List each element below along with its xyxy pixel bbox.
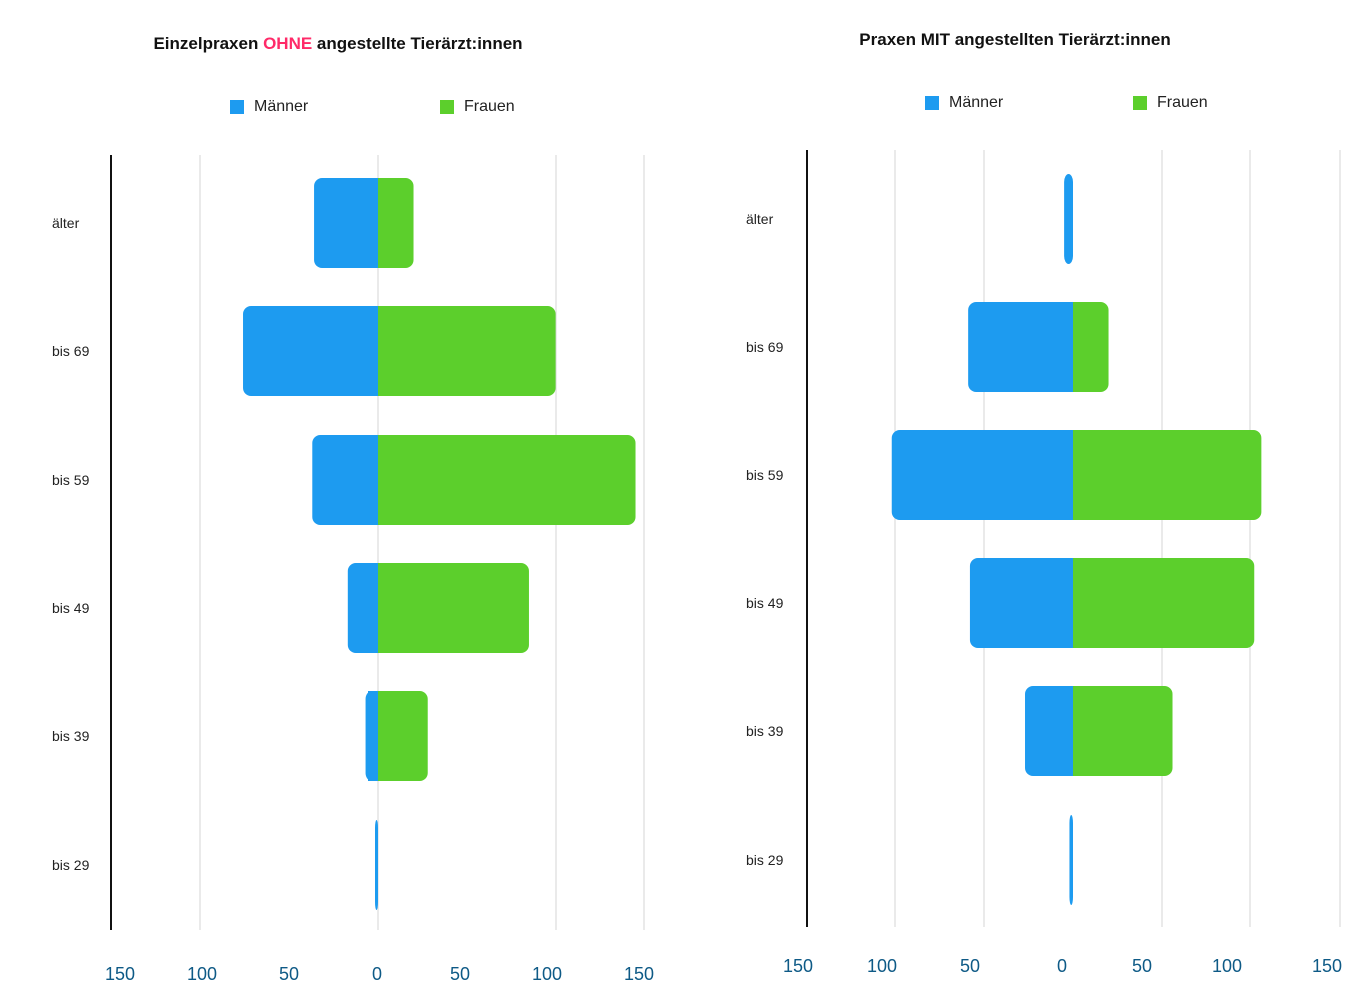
plot-area: älter bis 69 bis 59 bis 49 bis 39 bis 29 150 10…	[52, 155, 654, 983]
bar-frauen-bis-49-inner	[378, 563, 388, 653]
title-part: Einzelpraxen	[153, 34, 264, 53]
bar-frauen-bis-59	[1073, 430, 1262, 520]
bar-maenner-aelter-inner	[368, 178, 378, 268]
x-tick-label: 0	[372, 964, 382, 983]
legend-swatch-frauen	[1133, 96, 1147, 110]
title-part: Praxen MIT angestellten Tierärzt:innen	[859, 30, 1171, 49]
category-label-bis-69: bis 69	[746, 339, 784, 355]
bar-maenner-bis-49-inner	[368, 563, 378, 653]
bar-maenner-bis-39-inner	[368, 691, 378, 781]
bar-frauen-bis-69-inner	[378, 306, 388, 396]
legend-item-maenner: Männer	[925, 94, 1003, 112]
bar-maenner-bis-69	[243, 306, 378, 396]
bar-maenner-bis-59	[891, 430, 1073, 520]
bar-maenner-bis-59-inner	[368, 435, 378, 525]
legend: Männer Frauen	[677, 94, 1353, 122]
legend-item-maenner: Männer	[230, 98, 308, 116]
x-tick-label: 0	[1057, 956, 1067, 976]
bar-maenner-bis-59-inner	[1063, 430, 1073, 520]
legend-swatch-maenner	[230, 100, 244, 114]
x-tick-label: 50	[1132, 956, 1152, 976]
x-tick-label: 100	[187, 964, 217, 983]
bar-frauen-bis-49	[378, 563, 529, 653]
bar-frauen-bis-39	[1073, 686, 1173, 776]
bar-frauen-bis-59-inner	[378, 435, 388, 525]
x-tick-label: 150	[1312, 956, 1342, 976]
x-tick-label: 150	[105, 964, 135, 983]
category-label-bis-39: bis 39	[52, 728, 90, 744]
category-label-bis-49: bis 49	[52, 600, 90, 616]
legend-swatch-frauen	[440, 100, 454, 114]
category-label-bis-59: bis 59	[746, 467, 784, 483]
bar-maenner-aelter	[1064, 174, 1073, 264]
legend-label-frauen: Frauen	[464, 98, 515, 115]
category-label-bis-59: bis 59	[52, 472, 90, 488]
legend-item-frauen: Frauen	[440, 98, 515, 116]
bar-frauen-bis-59-inner	[1073, 430, 1083, 520]
bar-frauen-aelter-inner	[378, 178, 388, 268]
chart-einzelpraxen: Einzelpraxen OHNE angestellte Tierärzt:i…	[0, 0, 676, 983]
bar-maenner-bis-29	[1069, 815, 1073, 905]
bar-frauen-bis-39	[378, 691, 428, 781]
chart-title: Einzelpraxen OHNE angestellte Tierärzt:i…	[0, 34, 676, 54]
bar-maenner-bis-69-inner	[1063, 302, 1073, 392]
bar-frauen-bis-39-inner	[1073, 686, 1083, 776]
x-tick-label: 100	[1212, 956, 1242, 976]
legend-label-frauen: Frauen	[1157, 94, 1208, 111]
x-tick-label: 150	[783, 956, 813, 976]
bar-frauen-bis-59	[378, 435, 636, 525]
bar-maenner-bis-29	[375, 820, 378, 910]
legend-swatch-maenner	[925, 96, 939, 110]
bar-maenner-bis-49-inner	[1063, 558, 1073, 648]
title-part: angestellte Tierärzt:innen	[312, 34, 523, 53]
legend: Männer Frauen	[0, 98, 676, 126]
x-tick-label: 100	[532, 964, 562, 983]
bar-frauen-bis-69-inner	[1073, 302, 1083, 392]
title-highlight: OHNE	[263, 34, 313, 53]
category-label-bis-39: bis 39	[746, 723, 784, 739]
x-tick-label: 50	[960, 956, 980, 976]
bar-frauen-bis-39-inner	[378, 691, 388, 781]
legend-label-maenner: Männer	[254, 98, 309, 115]
bar-maenner-bis-59	[312, 435, 378, 525]
category-label-bis-69: bis 69	[52, 343, 90, 359]
category-label-aelter: älter	[52, 215, 80, 231]
category-label-aelter: älter	[746, 211, 774, 227]
bar-frauen-bis-69	[378, 306, 556, 396]
x-tick-label: 100	[867, 956, 897, 976]
chart-praxen-mit: Praxen MIT angestellten Tierärzt:innen M…	[677, 0, 1353, 983]
category-label-bis-29: bis 29	[746, 852, 784, 868]
x-tick-label: 50	[279, 964, 299, 983]
bar-frauen-bis-49	[1073, 558, 1255, 648]
bar-maenner-bis-69	[968, 302, 1073, 392]
bar-maenner-bis-69-inner	[368, 306, 378, 396]
category-label-bis-29: bis 29	[52, 857, 90, 873]
legend-item-frauen: Frauen	[1133, 94, 1208, 112]
x-tick-label: 50	[450, 964, 470, 983]
chart-title: Praxen MIT angestellten Tierärzt:innen	[677, 30, 1353, 50]
bar-maenner-bis-39-inner	[1063, 686, 1073, 776]
bar-maenner-aelter	[314, 178, 378, 268]
x-tick-label: 150	[624, 964, 654, 983]
legend-label-maenner: Männer	[949, 94, 1004, 111]
plot-area: älter bis 69 bis 59 bis 49 bis 39 bis 29 150 10…	[746, 150, 1342, 976]
category-label-bis-49: bis 49	[746, 595, 784, 611]
bar-frauen-bis-49-inner	[1073, 558, 1083, 648]
bar-maenner-bis-49	[969, 558, 1073, 648]
bar-maenner-bis-39	[1025, 686, 1073, 776]
